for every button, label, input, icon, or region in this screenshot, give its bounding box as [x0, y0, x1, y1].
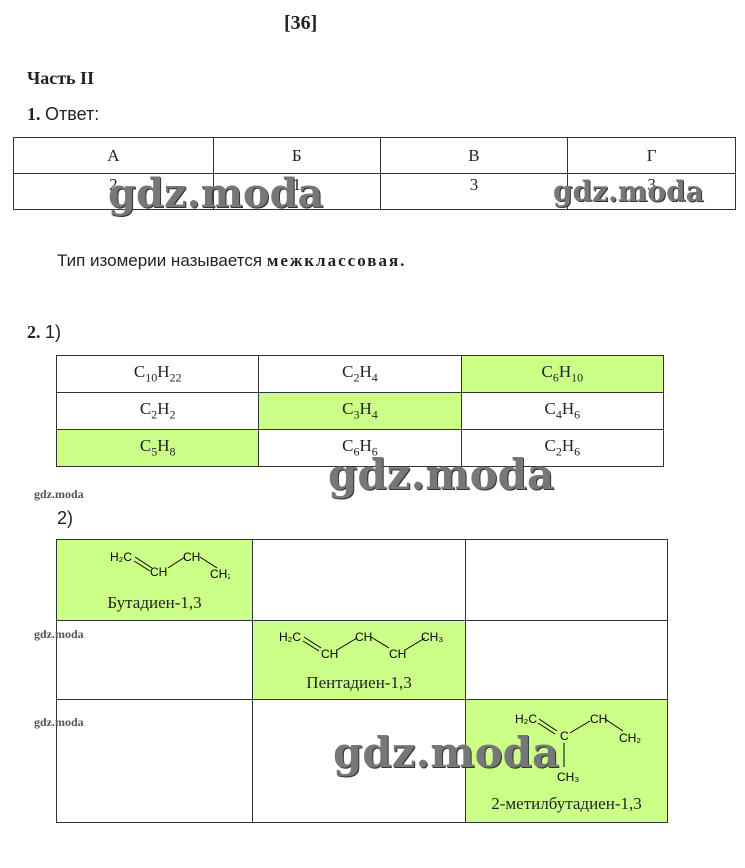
svg-text:CH: CH: [183, 550, 200, 564]
formula-cell: C3H4: [258, 392, 462, 430]
q2-sub1: 1): [45, 322, 62, 342]
header-v: В: [379, 137, 569, 174]
header-a: А: [13, 137, 214, 174]
svg-text:H₂C: H₂C: [279, 630, 301, 644]
svg-text:CH₂: CH₂: [210, 567, 230, 581]
formula-cell: C4H6: [460, 392, 665, 430]
watermark-small: gdz.moda: [34, 487, 84, 501]
name-butadiene: Бутадиен-1,3: [107, 592, 202, 612]
header-b: Б: [212, 137, 381, 174]
svg-text:H₂C: H₂C: [515, 712, 537, 726]
isoprene-structure: H₂C C CH CH₂ CH₃: [515, 712, 641, 784]
svg-text:CH₃: CH₃: [557, 770, 579, 784]
watermark: gdz.moda: [553, 175, 704, 208]
value-b: 1: [212, 173, 381, 210]
svg-text:CH: CH: [389, 647, 406, 661]
formula-cell: C6H6: [258, 429, 462, 467]
svg-text:CH: CH: [355, 630, 372, 644]
svg-text:CH: CH: [321, 647, 338, 661]
watermark-small: gdz.moda: [34, 627, 84, 641]
svg-text:CH: CH: [150, 565, 167, 579]
value-a: 2: [13, 173, 214, 210]
formula-cell: C2H6: [460, 429, 665, 467]
name-pentadiene: Пентадиен-1,3: [306, 672, 412, 692]
formula-cell: C2H4: [258, 355, 462, 393]
value-v: 3: [379, 173, 569, 210]
formula-cell: C2H2: [55, 392, 260, 430]
watermark: gdz.moda: [328, 450, 555, 499]
pentadiene-structure: H₂C CH CH CH CH₃: [279, 630, 443, 661]
svg-text:CH₃: CH₃: [421, 630, 443, 644]
formula-cell: C6H10: [460, 355, 665, 393]
formula-table: C10H22 C2H4 C6H10 C2H2 C3H4 C4H6 C5H8 C6H6 C2H6: [55, 355, 665, 467]
svg-text:H₂C: H₂C: [110, 550, 132, 564]
structure-table: H₂C CH CH CH₂ Бутадиен-1,3 H₂C CH CH CH CH₃ Пен…: [56, 539, 668, 823]
watermark-small: gdz.moda: [34, 715, 84, 729]
page-number: [36]: [284, 12, 318, 34]
isomer-text: Тип изомерии называется: [57, 251, 267, 270]
part-title: Часть II: [27, 68, 95, 88]
formula-cell: C5H8: [55, 429, 260, 467]
svg-text:C: C: [560, 729, 569, 743]
cell-pentadiene: H₂C CH CH CH CH₃ Пентадиен-1,3: [252, 620, 466, 700]
q2-number: 2.: [27, 322, 41, 342]
header-g: Г: [567, 137, 736, 174]
svg-text:CH₂: CH₂: [619, 731, 641, 745]
formula-cell: C10H22: [55, 355, 260, 393]
q2-sub2: 2): [57, 508, 74, 528]
butadiene-structure: H₂C CH CH CH₂: [110, 550, 232, 581]
q1-number: 1.: [27, 104, 41, 124]
isomer-type: межклассовая.: [266, 251, 407, 270]
name-isoprene: 2-метилбутадиен-1,3: [491, 793, 642, 813]
cell-isoprene: H₂C C CH CH₂ CH₃ 2-метилбутадиен-1,3: [465, 699, 668, 823]
watermark: gdz.moda: [333, 728, 560, 777]
q1-label: Ответ:: [45, 104, 100, 124]
cell-butadiene: H₂C CH CH CH₂ Бутадиен-1,3: [56, 539, 253, 621]
value-g: 3: [567, 173, 736, 210]
svg-text:CH: CH: [590, 712, 607, 726]
watermark: gdz.moda: [108, 170, 324, 217]
